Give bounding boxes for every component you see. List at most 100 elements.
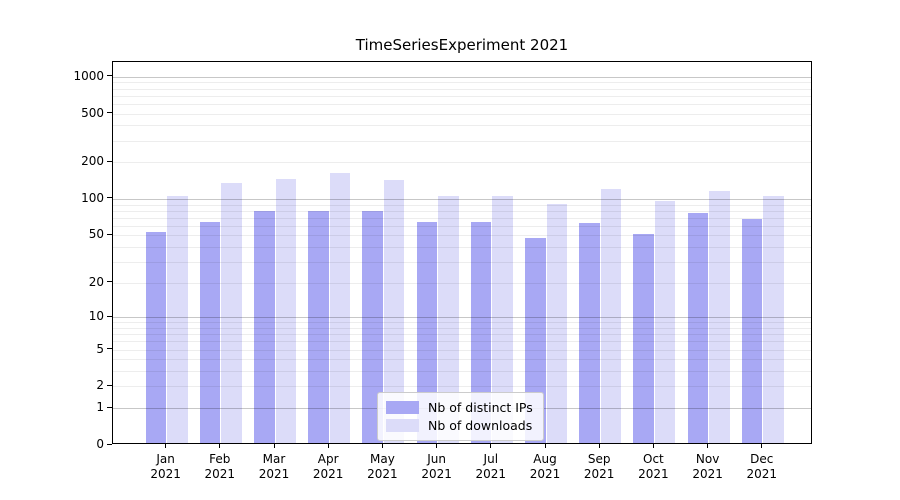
x-tick-label: Jan 2021: [136, 452, 196, 482]
x-tick-label: Oct 2021: [623, 452, 683, 482]
minor-gridline: [113, 162, 811, 164]
minor-gridline: [113, 247, 811, 248]
x-tick-year: 2021: [367, 467, 398, 481]
x-tick-mark: [490, 444, 492, 448]
x-tick-mark: [219, 444, 221, 448]
bar-downloads-jun: [438, 196, 459, 443]
y-tick-label: 50: [88, 227, 104, 242]
minor-gridline: [113, 349, 811, 351]
x-tick-month: Dec: [750, 452, 774, 466]
y-tick-label: 10: [88, 309, 104, 324]
minor-gridline: [113, 282, 811, 284]
bar-downloads-aug: [546, 203, 567, 443]
x-tick-mark: [436, 444, 438, 448]
x-tick-year: 2021: [692, 467, 723, 481]
y-tick-mark: [107, 75, 112, 77]
minor-gridline: [113, 95, 811, 97]
x-tick-month: Mar: [262, 452, 286, 466]
minor-gridline: [113, 210, 811, 212]
minor-gridline: [113, 261, 811, 263]
y-tick-label: 0: [96, 437, 104, 451]
x-tick-month: Feb: [209, 452, 231, 466]
legend-swatch-distinct-ips: [386, 401, 419, 414]
minor-gridline: [113, 82, 811, 84]
y-tick-mark: [107, 160, 112, 162]
bar-downloads-feb: [221, 182, 242, 443]
legend-item-distinct-ips: Nb of distinct IPs: [386, 399, 533, 416]
bar-distinct-ips-aug: [525, 237, 546, 443]
major-gridline: [113, 198, 811, 200]
x-tick-label: Jul 2021: [461, 452, 521, 482]
x-tick-year: 2021: [204, 467, 236, 481]
y-tick-label: 200: [81, 154, 104, 169]
y-tick-label: 20: [88, 274, 104, 289]
bar-downloads-nov: [709, 190, 730, 443]
y-tick-label: 100: [81, 190, 104, 205]
y-tick-mark: [107, 281, 112, 283]
x-tick-month: Apr: [317, 452, 339, 466]
x-tick-label: Mar 2021: [244, 452, 304, 482]
minor-gridline: [113, 88, 811, 90]
bar-distinct-ips-oct: [633, 234, 654, 443]
y-tick-label: 5: [96, 341, 104, 356]
minor-gridline: [113, 334, 811, 336]
legend-label-distinct-ips: Nb of distinct IPs: [428, 400, 533, 415]
bar-downloads-may: [383, 179, 405, 443]
x-tick-year: 2021: [638, 467, 669, 481]
x-tick-month: May: [369, 452, 395, 466]
x-tick-year: 2021: [475, 467, 507, 481]
y-tick-mark: [107, 406, 112, 408]
x-tick-label: Apr 2021: [298, 452, 358, 482]
minor-gridline: [113, 125, 811, 127]
legend-swatch-downloads: [386, 419, 419, 432]
minor-gridline: [113, 113, 811, 115]
x-tick-label: Dec 2021: [732, 452, 792, 482]
bar-distinct-ips-may: [362, 210, 383, 443]
major-gridline: [113, 317, 811, 319]
bar-downloads-mar: [275, 178, 296, 443]
minor-gridline: [113, 204, 811, 206]
minor-gridline: [113, 327, 811, 329]
bar-distinct-ips-sep: [579, 222, 600, 443]
y-tick-label: 500: [81, 105, 104, 120]
x-tick-mark: [761, 444, 763, 448]
bar-distinct-ips-mar: [254, 210, 275, 443]
minor-gridline: [113, 103, 811, 105]
minor-gridline: [113, 359, 811, 361]
x-tick-year: 2021: [312, 467, 344, 481]
x-tick-mark: [707, 444, 709, 448]
bar-downloads-oct: [654, 201, 676, 443]
y-tick-mark: [107, 233, 112, 235]
minor-gridline: [113, 235, 811, 237]
x-tick-year: 2021: [746, 467, 778, 481]
x-tick-mark: [652, 444, 654, 448]
legend: Nb of distinct IPs Nb of downloads: [377, 392, 544, 441]
bar-distinct-ips-dec: [741, 218, 763, 443]
x-tick-month: Jan: [156, 452, 175, 466]
minor-gridline: [113, 322, 811, 324]
y-tick-label: 1: [96, 400, 104, 414]
bar-downloads-jul: [492, 196, 513, 443]
x-tick-month: Jun: [427, 452, 446, 466]
x-tick-year: 2021: [583, 467, 615, 481]
y-tick-mark: [107, 112, 112, 113]
legend-label-downloads: Nb of downloads: [428, 418, 533, 433]
bar-downloads-dec: [763, 196, 784, 443]
x-tick-year: 2021: [529, 467, 561, 481]
x-tick-label: Sep 2021: [569, 452, 629, 482]
x-tick-year: 2021: [150, 467, 181, 481]
bar-distinct-ips-feb: [199, 222, 221, 443]
minor-gridline: [113, 225, 811, 227]
y-tick-mark: [107, 348, 112, 349]
bar-distinct-ips-nov: [687, 212, 709, 443]
bar-distinct-ips-jan: [145, 232, 167, 443]
y-tick-label: 1000: [73, 68, 104, 83]
y-tick-label: 2: [96, 378, 104, 393]
x-tick-month: Oct: [643, 452, 664, 466]
minor-gridline: [113, 371, 811, 373]
bar-distinct-ips-apr: [308, 210, 329, 443]
x-tick-mark: [598, 444, 600, 448]
minor-gridline: [113, 386, 811, 388]
x-tick-mark: [544, 444, 546, 448]
